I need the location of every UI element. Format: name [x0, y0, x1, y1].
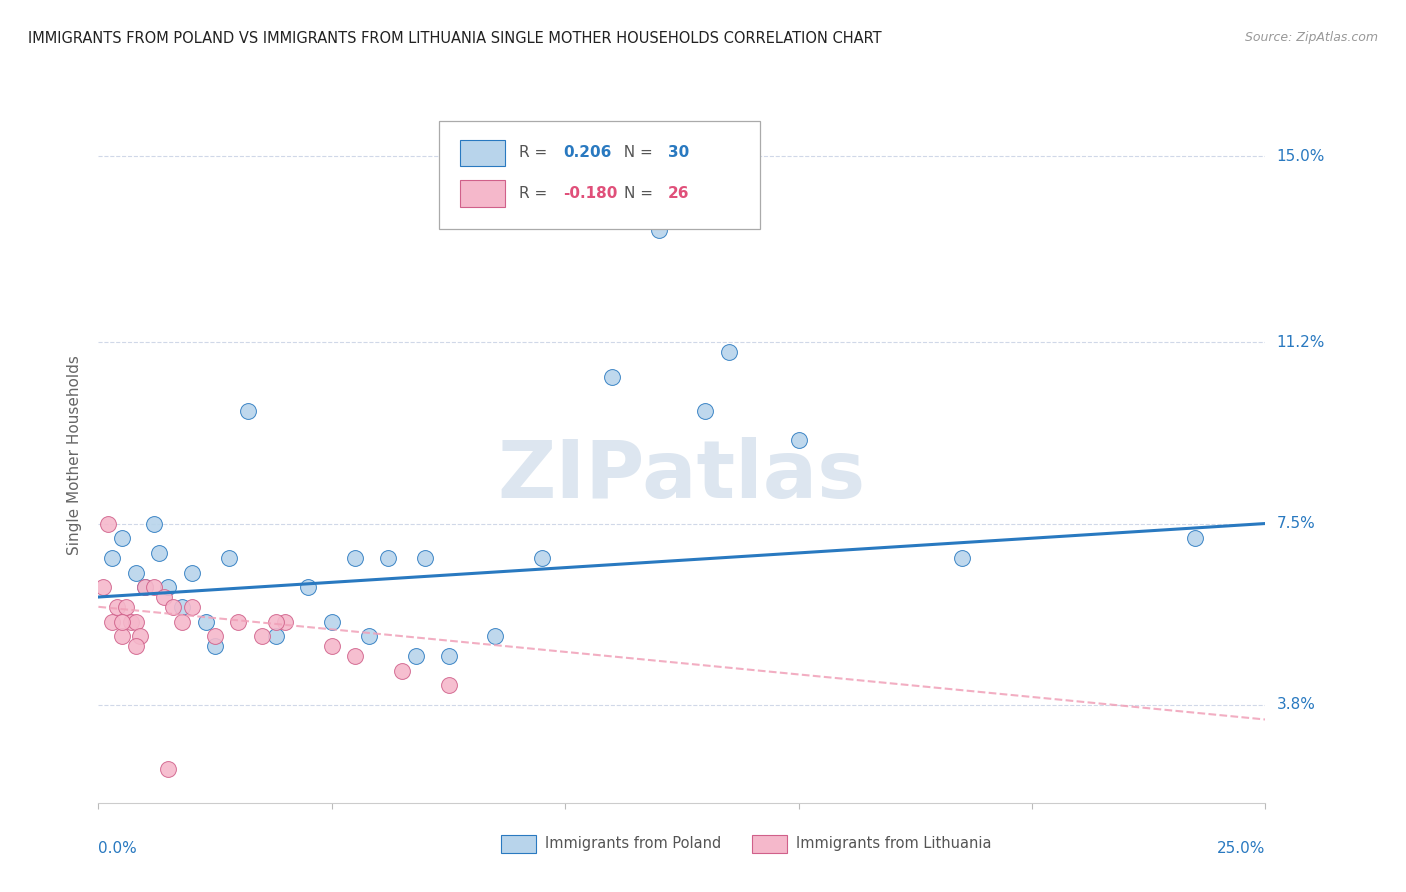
Point: [530, 550, 553, 565]
Point: [297, 580, 319, 594]
Point: [111, 629, 134, 643]
Text: Source: ZipAtlas.com: Source: ZipAtlas.com: [1244, 31, 1378, 45]
Point: [391, 664, 413, 678]
Text: N =: N =: [614, 145, 658, 161]
Text: Immigrants from Poland: Immigrants from Poland: [546, 837, 721, 851]
Point: [157, 762, 180, 776]
Point: [264, 615, 287, 629]
Text: 25.0%: 25.0%: [1218, 841, 1265, 856]
Point: [228, 615, 250, 629]
Point: [695, 404, 717, 418]
Point: [180, 599, 202, 614]
Point: [405, 648, 427, 663]
Point: [600, 369, 623, 384]
Point: [1184, 531, 1206, 545]
Point: [97, 516, 120, 531]
Point: [120, 615, 142, 629]
Point: [717, 345, 740, 359]
Point: [204, 639, 226, 653]
Point: [437, 648, 460, 663]
Point: [101, 550, 124, 565]
Point: [105, 599, 128, 614]
Point: [157, 580, 180, 594]
Text: ZIPatlas: ZIPatlas: [498, 437, 866, 515]
Point: [413, 550, 436, 565]
Y-axis label: Single Mother Households: Single Mother Households: [67, 355, 83, 555]
Text: Immigrants from Lithuania: Immigrants from Lithuania: [796, 837, 991, 851]
Point: [111, 615, 134, 629]
Point: [101, 615, 124, 629]
Text: R =: R =: [519, 145, 551, 161]
Point: [125, 639, 148, 653]
Point: [437, 678, 460, 692]
Point: [134, 580, 156, 594]
Point: [250, 629, 273, 643]
Point: [115, 599, 138, 614]
Point: [111, 531, 134, 545]
Point: [264, 629, 287, 643]
FancyBboxPatch shape: [439, 121, 761, 229]
Point: [344, 550, 367, 565]
Point: [787, 434, 810, 448]
Text: R =: R =: [519, 186, 551, 201]
Point: [377, 550, 399, 565]
Text: 7.5%: 7.5%: [1277, 516, 1315, 531]
Point: [344, 648, 367, 663]
Point: [91, 580, 114, 594]
Point: [484, 629, 506, 643]
Text: 15.0%: 15.0%: [1277, 149, 1324, 163]
Point: [321, 639, 343, 653]
Point: [152, 590, 174, 604]
Text: 30: 30: [668, 145, 689, 161]
Point: [143, 580, 166, 594]
Point: [647, 222, 669, 236]
Point: [194, 615, 217, 629]
Point: [143, 516, 166, 531]
Point: [359, 629, 381, 643]
Point: [180, 566, 202, 580]
Bar: [752, 835, 787, 853]
Bar: [460, 140, 505, 166]
Point: [172, 599, 194, 614]
Point: [218, 550, 240, 565]
Point: [274, 615, 297, 629]
Point: [236, 404, 259, 418]
Text: IMMIGRANTS FROM POLAND VS IMMIGRANTS FROM LITHUANIA SINGLE MOTHER HOUSEHOLDS COR: IMMIGRANTS FROM POLAND VS IMMIGRANTS FRO…: [28, 31, 882, 46]
Text: 11.2%: 11.2%: [1277, 334, 1324, 350]
Point: [321, 615, 343, 629]
Text: 26: 26: [668, 186, 689, 201]
Bar: [460, 180, 505, 207]
Text: N =: N =: [623, 186, 658, 201]
Text: 3.8%: 3.8%: [1277, 698, 1316, 713]
Point: [134, 580, 156, 594]
Text: 0.206: 0.206: [562, 145, 612, 161]
Text: 0.0%: 0.0%: [98, 841, 138, 856]
Bar: [501, 835, 536, 853]
Point: [148, 546, 170, 560]
Point: [162, 599, 184, 614]
Point: [125, 615, 148, 629]
Text: -0.180: -0.180: [562, 186, 617, 201]
Point: [172, 615, 194, 629]
Point: [950, 550, 973, 565]
Point: [129, 629, 152, 643]
Point: [204, 629, 226, 643]
Point: [125, 566, 148, 580]
